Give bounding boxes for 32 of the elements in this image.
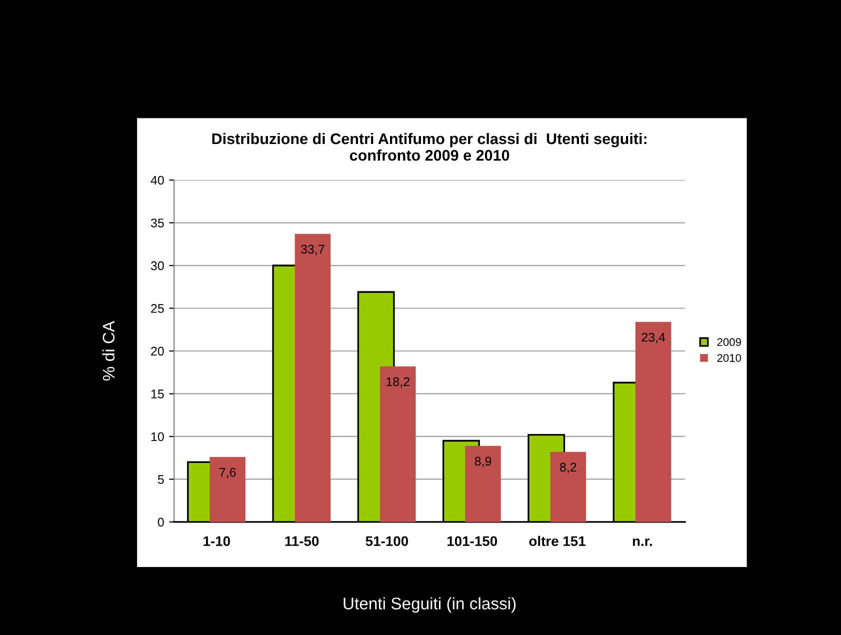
bar (380, 366, 416, 522)
bar (294, 234, 331, 522)
x-tick-label: 51-100 (366, 536, 408, 546)
y-tick-label: 10 (151, 432, 164, 442)
x-tick-label: 11-50 (285, 536, 319, 546)
legend-label: 2010 (717, 354, 742, 362)
y-tick-label: 5 (158, 475, 164, 484)
y-tick-label: 25 (151, 304, 164, 313)
y-tick-label: 35 (150, 218, 164, 228)
legend-label: 2009 (717, 338, 741, 346)
bar (635, 322, 672, 522)
y-tick-label: 0 (158, 518, 164, 527)
chart-title: Distribuzione di Centri Antifumo per classi di Utenti seguiti: confronto 2009 e 2010 (212, 132, 646, 161)
data-label: 7,6 (220, 468, 236, 478)
data-label: 8,9 (474, 456, 492, 468)
bar (465, 446, 501, 522)
bar (550, 452, 586, 522)
x-tick-label: 101-150 (448, 536, 498, 546)
y-tick-label: 30 (150, 261, 164, 270)
y-tick-label: 40 (150, 176, 164, 185)
x-tick-label: 1-10 (204, 536, 230, 546)
bar (210, 457, 246, 522)
x-tick-label: oltre 151 (529, 536, 586, 546)
y-tick-label: 15 (151, 390, 164, 398)
y-tick-label: 20 (151, 346, 164, 356)
data-label: 23,4 (642, 332, 666, 344)
data-label: 33,7 (301, 244, 324, 256)
data-label: 18,2 (386, 377, 410, 388)
y-axis-title: % di CA (102, 320, 115, 381)
x-tick-label: n.r. (632, 538, 652, 546)
data-label: 8,2 (560, 462, 576, 474)
x-axis-title: Utenti Seguiti (in classi) (344, 597, 516, 613)
